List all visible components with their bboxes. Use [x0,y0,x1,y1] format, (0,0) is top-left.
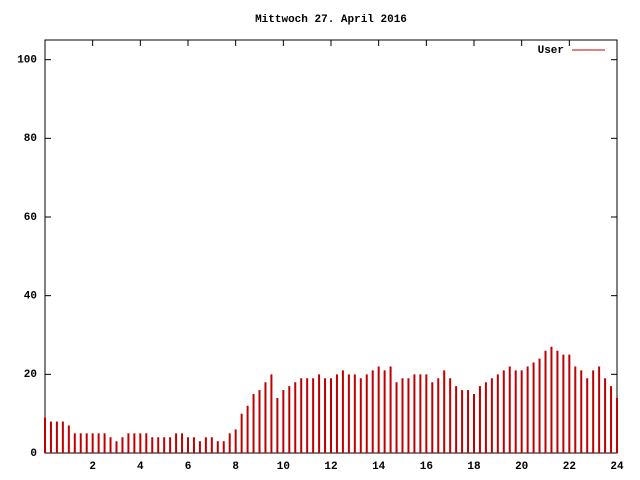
legend-label: User [538,45,564,57]
x-tick-label: 22 [563,461,576,473]
x-tick-label: 8 [232,461,239,473]
y-tick-label: 40 [24,291,37,303]
y-tick-label: 60 [24,212,37,224]
chart-title: Mittwoch 27. April 2016 [255,14,407,26]
y-tick-label: 100 [17,55,37,67]
x-tick-label: 10 [277,461,290,473]
x-tick-label: 4 [137,461,144,473]
x-tick-label: 12 [324,461,337,473]
x-tick-label: 14 [372,461,386,473]
x-tick-label: 18 [467,461,481,473]
y-tick-label: 20 [24,369,37,381]
x-tick-label: 2 [89,461,96,473]
x-tick-label: 24 [610,461,624,473]
y-tick-label: 0 [30,448,37,460]
x-tick-label: 20 [515,461,528,473]
y-tick-label: 80 [24,133,37,145]
x-tick-label: 6 [185,461,192,473]
x-tick-label: 16 [420,461,433,473]
